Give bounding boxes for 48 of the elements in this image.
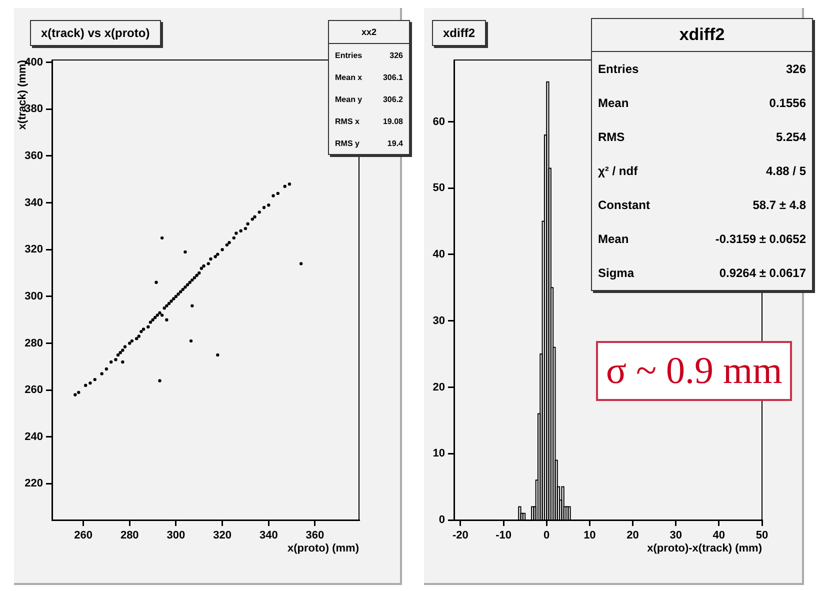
- y-tick-label: 220: [24, 478, 43, 490]
- y-tick-label: 340: [24, 196, 43, 209]
- y-tick-label: 360: [24, 150, 43, 162]
- x-tick-label: 0: [544, 530, 550, 542]
- text: Entries 326: [335, 50, 403, 60]
- text: xx2: [329, 21, 409, 44]
- y-tick-label: 0: [438, 514, 445, 526]
- text: χ² / ndf 4.88 / 5: [598, 164, 806, 178]
- x-axis-title: x(proto) (mm): [288, 542, 360, 554]
- text: Sigma 0.9264 ± 0.0617: [598, 266, 806, 280]
- y-tick-label: 260: [24, 384, 43, 396]
- x-axis-title: x(proto)-x(track) (mm): [647, 542, 762, 554]
- x-tick-label: 340: [259, 530, 278, 542]
- y-tick-label: 240: [24, 430, 43, 443]
- x-tick-label: 30: [670, 530, 682, 542]
- x-tick-label: 20: [626, 530, 639, 542]
- x-tick-label: 360: [306, 530, 324, 542]
- y-tick-label: 300: [24, 290, 43, 302]
- y-tick-label: 40: [432, 248, 445, 261]
- text: Entries 326: [598, 62, 806, 76]
- text: Mean x 306.1: [335, 72, 403, 82]
- text: RMS 5.254: [598, 130, 806, 144]
- text: Mean 0.1556: [598, 96, 806, 110]
- y-tick-label: 280: [24, 337, 43, 350]
- y-tick-label: 30: [432, 314, 445, 327]
- x-tick-label: 260: [74, 530, 92, 542]
- text: Mean y 306.2: [335, 94, 403, 104]
- x-tick-label: -20: [452, 530, 468, 542]
- text: xdiff2: [592, 19, 812, 52]
- text: RMS x 19.08: [335, 116, 403, 126]
- chart-title: x(track) vs x(proto): [30, 20, 161, 46]
- y-tick-label: 10: [432, 448, 445, 460]
- text: Constant 58.7 ± 4.8: [598, 198, 806, 212]
- y-tick-label: 20: [432, 381, 445, 394]
- x-tick-label: 40: [712, 530, 726, 542]
- y-tick-label: 50: [432, 182, 445, 194]
- chart-title: xdiff2: [432, 20, 486, 46]
- text: Mean -0.3159 ± 0.0652: [598, 232, 806, 246]
- text: RMS y 19.4: [335, 138, 403, 148]
- annotation: σ ~ 0.9 mm: [596, 341, 792, 401]
- x-tick-label: -10: [496, 530, 512, 542]
- x-tick-label: 320: [213, 530, 232, 542]
- y-tick-label: 320: [24, 244, 43, 256]
- x-tick-label: 50: [756, 530, 768, 542]
- x-tick-label: 10: [584, 530, 596, 542]
- y-tick-label: 60: [432, 116, 445, 128]
- x-tick-label: 300: [166, 530, 186, 542]
- x-tick-label: 280: [120, 530, 139, 542]
